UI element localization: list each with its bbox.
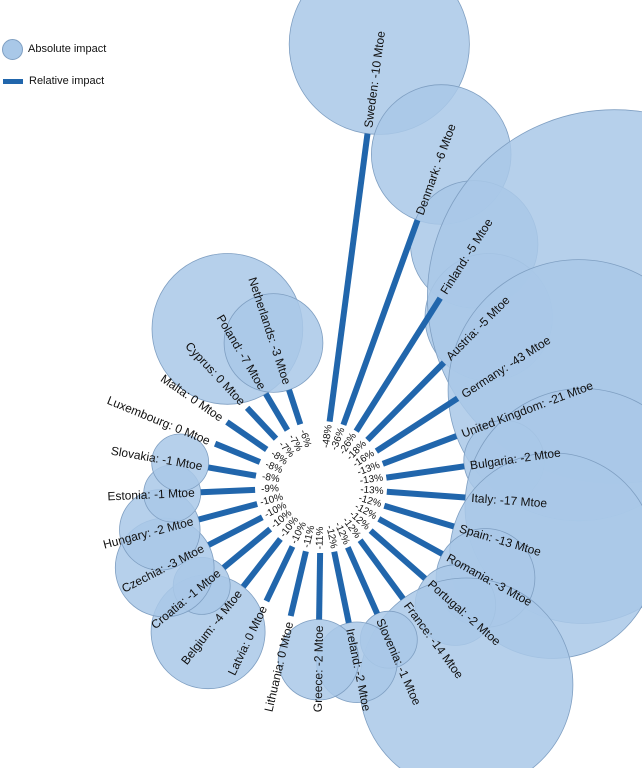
bar-italy	[386, 488, 466, 501]
bar-romania	[377, 516, 444, 557]
legend-item-absolute: Absolute impact	[2, 38, 106, 60]
bar-sweden	[326, 133, 371, 422]
legend-item-relative: Relative impact	[2, 70, 106, 92]
bar-slovakia	[207, 464, 257, 479]
legend-label-relative: Relative impact	[29, 75, 105, 87]
bar-portugal	[368, 528, 428, 581]
bar-lithuania	[287, 550, 309, 617]
bar-spain	[383, 502, 455, 530]
bar-estonia	[200, 486, 256, 496]
bar-hungary	[198, 501, 258, 523]
relative-impact-swatch	[3, 78, 23, 84]
legend-label-absolute: Absolute impact	[28, 43, 107, 55]
bars-layer	[198, 133, 466, 624]
bar-luxembourg	[213, 440, 262, 465]
bar-malta	[225, 419, 269, 452]
relative-label-sweden: -48%	[321, 424, 335, 449]
bubble-greece	[277, 619, 360, 701]
bar-bulgaria	[385, 463, 465, 481]
bar-belgium	[240, 537, 283, 589]
bubble-slovakia	[151, 433, 210, 492]
bar-denmark	[340, 219, 421, 426]
relative-label-estonia: -9%	[261, 483, 279, 495]
bar-germany	[374, 395, 460, 454]
bar-czechia	[207, 514, 264, 548]
relative-label-greece: -11%	[315, 527, 326, 550]
bar-austria	[365, 360, 447, 443]
chart-legend: Absolute impact Relative impact	[2, 38, 106, 102]
bubble-netherlands	[223, 293, 324, 393]
bar-finland	[353, 296, 443, 433]
bar-latvia	[263, 545, 296, 603]
relative-label-netherlands: -6%	[297, 428, 313, 448]
bar-ireland	[331, 551, 352, 624]
bar-greece	[316, 552, 324, 620]
country-label-italy: Italy: -17 Mtoe	[471, 491, 548, 511]
bar-slovenia	[345, 546, 380, 615]
country-label-greece: Greece: -2 Mtoe	[311, 625, 326, 712]
absolute-impact-swatch	[2, 38, 23, 60]
bar-netherlands	[286, 388, 304, 426]
bar-france	[357, 538, 406, 601]
relative-label-italy: -13%	[360, 484, 384, 497]
relative-label-bulgaria: -13%	[359, 473, 384, 487]
bar-united-kingdom	[381, 433, 458, 467]
bar-cyprus	[244, 405, 279, 441]
relative-label-lithuania: -11%	[301, 524, 317, 549]
bar-croatia	[221, 526, 273, 571]
relative-label-slovakia: -8%	[261, 471, 281, 485]
bubbles-layer	[114, 0, 642, 768]
bar-poland	[263, 392, 290, 432]
country-label-estonia: Estonia: -1 Mtoe	[107, 486, 195, 504]
relative-label-ireland: -12%	[323, 524, 338, 549]
